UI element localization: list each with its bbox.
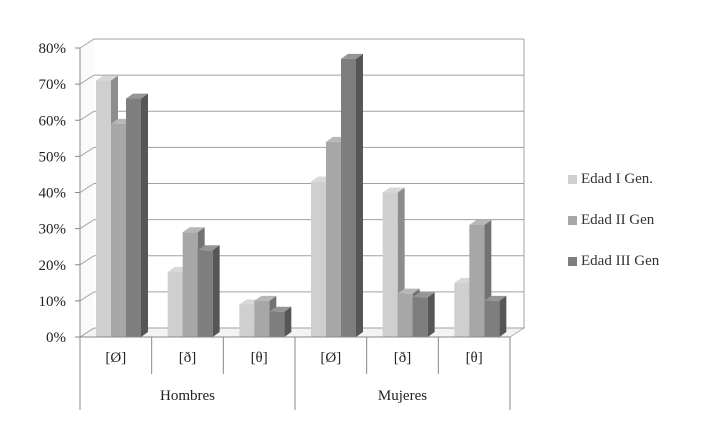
bar-top (182, 227, 205, 233)
bar-top (412, 292, 435, 298)
gridline-depth (79, 255, 95, 266)
bar (397, 293, 413, 337)
bar (111, 123, 126, 337)
y-tick-label: 50% (39, 149, 67, 165)
bar (167, 271, 183, 337)
bar-top (197, 245, 220, 251)
x-group-label: Mujeres (378, 388, 427, 404)
bar (326, 141, 341, 337)
y-tick-label: 10% (39, 294, 67, 310)
bar (269, 311, 285, 337)
bar (454, 282, 470, 337)
gridline-depth (79, 219, 95, 230)
bar (254, 300, 270, 337)
gridline-depth (79, 74, 95, 85)
bar (96, 80, 111, 337)
legend-label: Edad III Gen (581, 252, 660, 269)
bar-side (427, 292, 435, 337)
x-category-label: [ð] (394, 350, 412, 366)
legend-item: Edad III Gen (568, 250, 659, 272)
x-category-label: [Ø] (320, 350, 341, 366)
x-category-label: [θ] (251, 350, 268, 366)
legend-label: Edad I Gen. (581, 170, 654, 187)
bar (311, 181, 326, 337)
legend-swatch-edad-iii (568, 256, 577, 266)
x-category-label: [ð] (179, 350, 197, 366)
bar-top (484, 295, 507, 301)
gridline-depth (79, 327, 95, 338)
legend-swatch-edad-ii (568, 215, 577, 225)
bar-side (284, 306, 292, 337)
y-tick-label: 70% (39, 77, 67, 93)
bar (412, 297, 428, 337)
bar (484, 300, 500, 337)
bar-top (96, 75, 118, 81)
bar (469, 225, 485, 337)
bar (197, 250, 213, 337)
bar-top (341, 53, 363, 59)
legend-label: Edad II Gen (581, 211, 655, 228)
bar-top (269, 306, 292, 312)
x-category-label: [Ø] (105, 350, 126, 366)
bar (382, 192, 398, 337)
y-tick-label: 20% (39, 258, 67, 274)
bar-top (469, 220, 492, 226)
y-tick-label: 80% (39, 41, 67, 57)
bar-side (499, 295, 507, 337)
bar-top (382, 187, 405, 193)
y-tick-label: 60% (39, 113, 67, 129)
gridline-depth (79, 146, 95, 157)
gridline-depth (79, 38, 95, 49)
bar (239, 304, 255, 337)
x-group-label: Hombres (160, 388, 215, 404)
bar-side (356, 53, 363, 338)
legend-item: Edad I Gen. (568, 168, 659, 190)
y-tick-label: 40% (39, 186, 67, 202)
legend: Edad I Gen. Edad II Gen Edad III Gen (568, 168, 659, 291)
bar-top (397, 288, 420, 294)
gridline-depth (79, 110, 95, 121)
gridline-depth (79, 291, 95, 302)
x-category-label: [θ] (466, 350, 483, 366)
legend-item: Edad II Gen (568, 209, 659, 231)
bar (341, 58, 356, 338)
y-tick-label: 30% (39, 222, 67, 238)
legend-swatch-edad-i (568, 174, 577, 184)
y-tick-label: 0% (46, 330, 66, 346)
bar (182, 232, 198, 337)
bar-top (126, 93, 148, 99)
bar-top (254, 295, 277, 301)
bar-side (141, 93, 148, 337)
bar-side (212, 245, 220, 337)
bar (126, 98, 141, 337)
gridline-depth (79, 183, 95, 193)
